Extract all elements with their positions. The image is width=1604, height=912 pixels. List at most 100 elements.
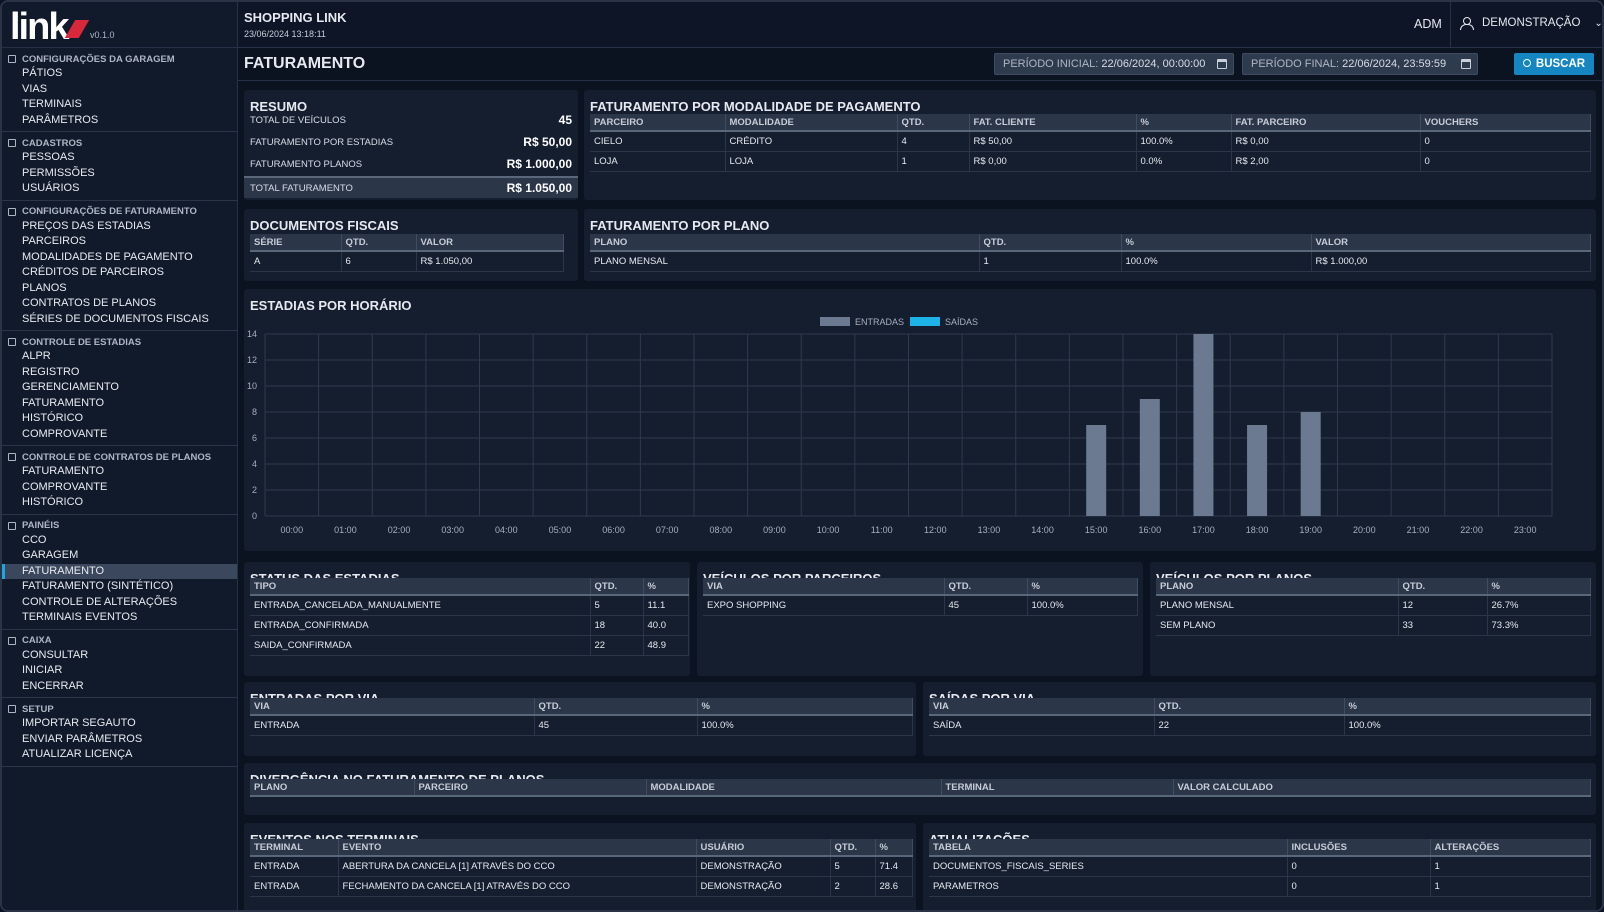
sidebar-item[interactable]: FATURAMENTO [22, 465, 105, 477]
column-header[interactable]: QTD. [590, 578, 644, 596]
sidebar-item[interactable]: PARÂMETROS [22, 113, 99, 126]
bar-entradas[interactable] [1193, 334, 1214, 516]
sidebar-item[interactable]: PERMISSÕES [22, 166, 95, 179]
column-header[interactable]: % [1344, 698, 1591, 716]
column-header[interactable]: USUÁRIO [696, 839, 831, 857]
sidebar-item[interactable]: PLANOS [22, 281, 67, 294]
sidebar-item[interactable]: CONTRATOS DE PLANOS [22, 297, 157, 309]
column-header[interactable]: % [875, 839, 913, 857]
column-header[interactable]: MODALIDADE [725, 114, 898, 132]
column-header[interactable]: VALOR CALCULADO [1173, 779, 1591, 797]
x-tick-label: 01:00 [334, 525, 357, 535]
sidebar-nav: CONFIGURAÇÕES DA GARAGEM PÁTIOS VIAS TERMIN… [2, 48, 237, 767]
sidebar-item[interactable]: SÉRIES DE DOCUMENTOS FISCAIS [22, 312, 209, 325]
column-header[interactable]: VALOR [416, 234, 564, 252]
sidebar-item[interactable]: FATURAMENTO [22, 396, 105, 409]
sidebar-item[interactable]: CONTROLE DE ALTERAÇÕES [22, 595, 178, 608]
column-header[interactable]: QTD. [1398, 578, 1488, 596]
column-header[interactable]: TERMINAL [941, 779, 1174, 797]
user-menu[interactable]: DEMONSTRAÇÃO ⌄ [1460, 17, 1602, 30]
column-header[interactable]: VIA [703, 578, 945, 596]
sidebar-item[interactable]: TERMINAIS [22, 98, 82, 110]
column-header[interactable]: EVENTO [338, 839, 697, 857]
bar-entradas[interactable] [1139, 399, 1160, 516]
sidebar-item[interactable]: GERENCIAMENTO [22, 381, 119, 393]
sidebar-item[interactable]: IMPORTAR SEGAUTO [22, 717, 136, 729]
column-header[interactable]: QTD. [341, 234, 417, 252]
table-cell: LOJA [590, 151, 726, 172]
sidebar-section-title: CONTROLE DE CONTRATOS DE PLANOS [22, 451, 212, 463]
column-header[interactable]: QTD. [897, 114, 970, 132]
sidebar-item[interactable]: FATURAMENTO [2, 563, 237, 579]
periodo-final-input[interactable]: PERÍODO FINAL: 22/06/2024, 23:59:59 [1242, 53, 1478, 75]
column-header[interactable]: TABELA [929, 839, 1288, 857]
column-header[interactable]: VALOR [1311, 234, 1591, 252]
column-header[interactable]: QTD. [830, 839, 876, 857]
column-header[interactable]: QTD. [979, 234, 1122, 252]
table-cell: PLANO MENSAL [590, 251, 980, 272]
column-header[interactable]: PLANO [590, 234, 980, 252]
sidebar-item[interactable]: ALPR [22, 350, 51, 362]
periodo-inicial-input[interactable]: PERÍODO INICIAL: 22/06/2024, 00:00:00 [994, 53, 1234, 75]
sidebar-item[interactable]: VIAS [22, 82, 48, 95]
sidebar-item[interactable]: CRÉDITOS DE PARCEIROS [22, 266, 165, 278]
bar-entradas[interactable] [1247, 425, 1268, 516]
sidebar-item[interactable]: CONSULTAR [22, 648, 89, 661]
calendar-icon[interactable] [1217, 59, 1227, 69]
column-header[interactable]: PLANO [1156, 578, 1399, 596]
column-header[interactable]: PARCEIRO [590, 114, 726, 132]
sidebar-item[interactable]: PREÇOS DAS ESTADIAS [22, 219, 151, 232]
column-header[interactable]: TIPO [250, 578, 591, 596]
column-header[interactable]: % [1027, 578, 1138, 596]
column-header[interactable]: PARCEIRO [414, 779, 647, 797]
column-header[interactable]: QTD. [944, 578, 1028, 596]
column-header[interactable]: TERMINAL [250, 839, 339, 857]
column-header[interactable]: % [1487, 578, 1591, 596]
sidebar-item[interactable]: HISTÓRICO [22, 412, 84, 424]
sidebar-item[interactable]: CCO [22, 533, 47, 546]
sidebar-item[interactable]: REGISTRO [22, 365, 80, 378]
column-header[interactable]: % [1121, 234, 1312, 252]
table-header-row: VIA QTD.% [250, 698, 913, 716]
legend-label[interactable]: ENTRADAS [855, 317, 904, 327]
calendar-icon[interactable] [1461, 59, 1471, 69]
sidebar-item[interactable]: INICIAR [22, 664, 63, 676]
sidebar-item[interactable]: ENVIAR PARÂMETROS [22, 732, 143, 745]
x-tick-label: 06:00 [602, 525, 625, 535]
column-header[interactable]: QTD. [1154, 698, 1345, 716]
column-header[interactable]: VIA [250, 698, 535, 716]
sidebar-item[interactable]: PÁTIOS [22, 67, 63, 79]
column-header[interactable]: % [643, 578, 689, 596]
legend-label[interactable]: SAÍDAS [945, 317, 978, 327]
buscar-button[interactable]: BUSCAR [1514, 53, 1594, 75]
sidebar-item[interactable]: TERMINAIS EVENTOS [22, 611, 138, 623]
sidebar-section-header: SETUP [2, 702, 237, 716]
sidebar-item[interactable]: ENCERRAR [22, 679, 84, 692]
column-header[interactable]: FAT. CLIENTE [969, 114, 1137, 132]
column-header[interactable]: PLANO [250, 779, 415, 797]
column-header[interactable]: % [697, 698, 913, 716]
bar-entradas[interactable] [1300, 412, 1321, 516]
column-header[interactable]: INCLUSÕES [1287, 839, 1431, 857]
sidebar-item[interactable]: PARCEIROS [22, 235, 86, 247]
sidebar-item[interactable]: COMPROVANTE [22, 480, 108, 493]
column-header[interactable]: QTD. [534, 698, 698, 716]
column-header[interactable]: VOUCHERS [1420, 114, 1591, 132]
sidebar-item[interactable]: HISTÓRICO [22, 496, 84, 508]
sidebar-item[interactable]: COMPROVANTE [22, 427, 108, 440]
sidebar-item[interactable]: MODALIDADES DE PAGAMENTO [22, 250, 193, 263]
column-header[interactable]: VIA [929, 698, 1155, 716]
column-header[interactable]: SÉRIE [250, 234, 342, 252]
bar-entradas[interactable] [1086, 425, 1107, 516]
sidebar-item[interactable]: ATUALIZAR LICENÇA [22, 748, 133, 760]
sidebar-item[interactable]: PESSOAS [22, 151, 75, 163]
sidebar-item[interactable]: GARAGEM [22, 549, 79, 561]
column-header[interactable]: ALTERAÇÕES [1430, 839, 1591, 857]
column-header[interactable]: MODALIDADE [646, 779, 942, 797]
adm-link[interactable]: ADM [1414, 17, 1442, 31]
column-header[interactable]: FAT. PARCEIRO [1231, 114, 1421, 132]
column-header[interactable]: % [1136, 114, 1232, 132]
x-tick-label: 16:00 [1139, 525, 1162, 535]
sidebar-item[interactable]: USUÁRIOS [22, 182, 80, 194]
sidebar-item[interactable]: FATURAMENTO (SINTÉTICO) [22, 580, 174, 592]
